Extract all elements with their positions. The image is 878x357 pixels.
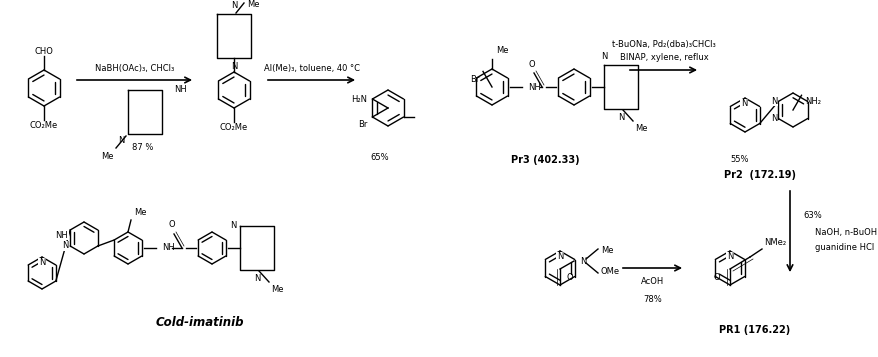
Text: CO₂Me: CO₂Me (220, 124, 248, 132)
Text: N: N (556, 252, 563, 261)
Text: Me: Me (101, 152, 114, 161)
Text: O: O (528, 60, 535, 69)
Text: Br: Br (357, 120, 367, 129)
Text: N: N (231, 62, 237, 71)
Text: t-BuONa, Pd₂(dba)₃CHCl₃: t-BuONa, Pd₂(dba)₃CHCl₃ (611, 40, 715, 49)
Text: 65%: 65% (371, 154, 389, 162)
Text: N: N (726, 252, 732, 261)
Text: guanidine HCl: guanidine HCl (814, 242, 874, 251)
Text: N: N (119, 136, 125, 145)
Text: Me: Me (270, 285, 284, 294)
Text: PR1 (176.22): PR1 (176.22) (718, 325, 789, 335)
Text: N: N (231, 1, 237, 10)
Text: NMe₂: NMe₂ (763, 238, 785, 247)
Text: BINAP, xylene, reflux: BINAP, xylene, reflux (619, 52, 708, 61)
Text: Cold-imatinib: Cold-imatinib (155, 316, 244, 328)
Text: N: N (617, 113, 623, 122)
Text: NaBH(OAc)₃, CHCl₃: NaBH(OAc)₃, CHCl₃ (96, 64, 175, 72)
Text: Pr3 (402.33): Pr3 (402.33) (510, 155, 579, 165)
Text: NH₂: NH₂ (804, 97, 821, 106)
Text: Al(Me)₃, toluene, 40 °C: Al(Me)₃, toluene, 40 °C (263, 64, 360, 72)
Text: N: N (601, 52, 607, 61)
Text: Me: Me (247, 0, 259, 9)
Text: 78%: 78% (643, 296, 662, 305)
Text: NH: NH (174, 85, 186, 95)
Text: N: N (770, 97, 776, 106)
Text: CHO: CHO (34, 46, 54, 55)
Text: O: O (566, 272, 573, 282)
Text: NH: NH (55, 231, 68, 240)
Text: N: N (740, 99, 746, 108)
Text: O: O (713, 272, 719, 282)
Text: 87 %: 87 % (133, 144, 154, 152)
Text: N: N (254, 274, 260, 283)
Text: CO₂Me: CO₂Me (30, 121, 58, 131)
Text: N: N (770, 114, 776, 123)
Text: N: N (61, 241, 68, 251)
Text: NaOH, n-BuOH: NaOH, n-BuOH (814, 227, 876, 236)
Text: N: N (39, 258, 45, 267)
Text: NH: NH (162, 243, 175, 252)
Text: AcOH: AcOH (641, 277, 664, 287)
Text: 55%: 55% (730, 156, 748, 165)
Text: Br: Br (470, 75, 479, 84)
Text: Pr2  (172.19): Pr2 (172.19) (723, 170, 795, 180)
Text: Me: Me (495, 46, 507, 55)
Text: NH: NH (528, 82, 540, 91)
Text: N: N (579, 256, 586, 266)
Text: 63%: 63% (802, 211, 821, 220)
Text: N: N (230, 221, 237, 231)
Text: Me: Me (601, 246, 613, 255)
Text: Me: Me (634, 124, 647, 133)
Text: O: O (169, 220, 175, 229)
Text: H₂N: H₂N (351, 95, 367, 104)
Text: OMe: OMe (601, 267, 619, 276)
Text: Me: Me (133, 208, 147, 217)
